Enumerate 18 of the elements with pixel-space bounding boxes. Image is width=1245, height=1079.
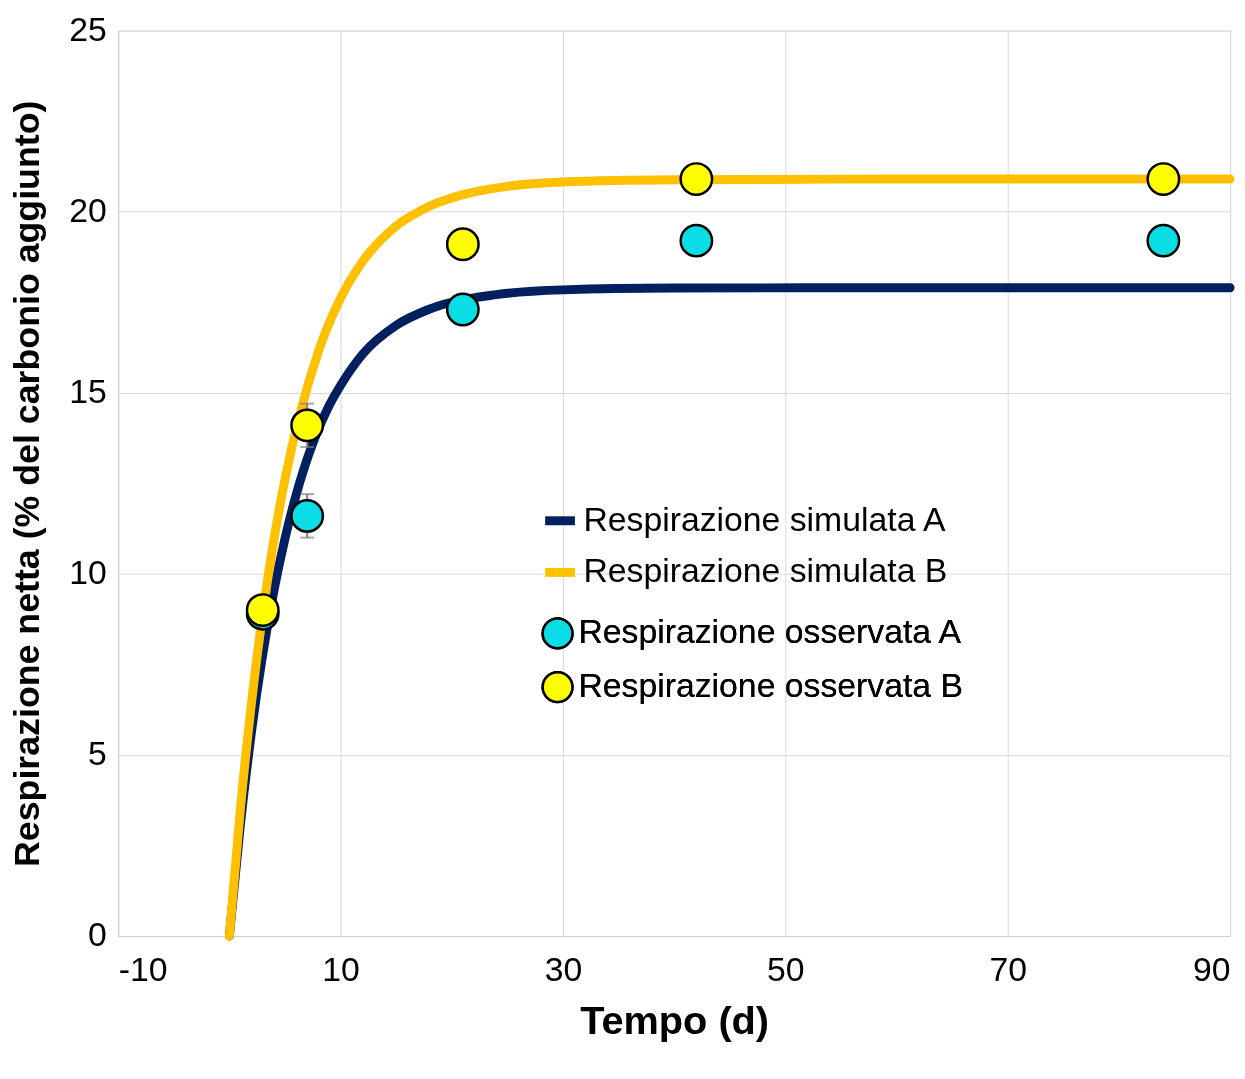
y-tick-label: 25 [69, 10, 107, 48]
x-tick-label: 30 [544, 950, 583, 989]
legend-label: Respirazione simulata B [583, 551, 948, 590]
y-axis-title: Respirazione netta (% del carbonio aggiunto) [7, 100, 48, 867]
y-tick-label: 5 [87, 734, 107, 773]
x-tick-label: -10 [118, 950, 168, 989]
legend-label: Respirazione osservata A [578, 612, 962, 651]
y-tick-label: 15 [69, 372, 107, 411]
x-tick-label: 70 [989, 950, 1027, 989]
x-tick-label: 90 [1193, 950, 1231, 989]
x-tick-label: 50 [767, 950, 805, 989]
legend-label: Respirazione osservata B [578, 666, 963, 704]
y-tick-label: 20 [69, 191, 107, 230]
y-tick-label: 10 [69, 553, 107, 592]
y-tick-label: 0 [87, 915, 107, 954]
x-tick-label: 10 [322, 950, 360, 989]
legend-label: Respirazione simulata A [583, 499, 946, 538]
x-axis-title: Tempo (d) [580, 997, 770, 1042]
